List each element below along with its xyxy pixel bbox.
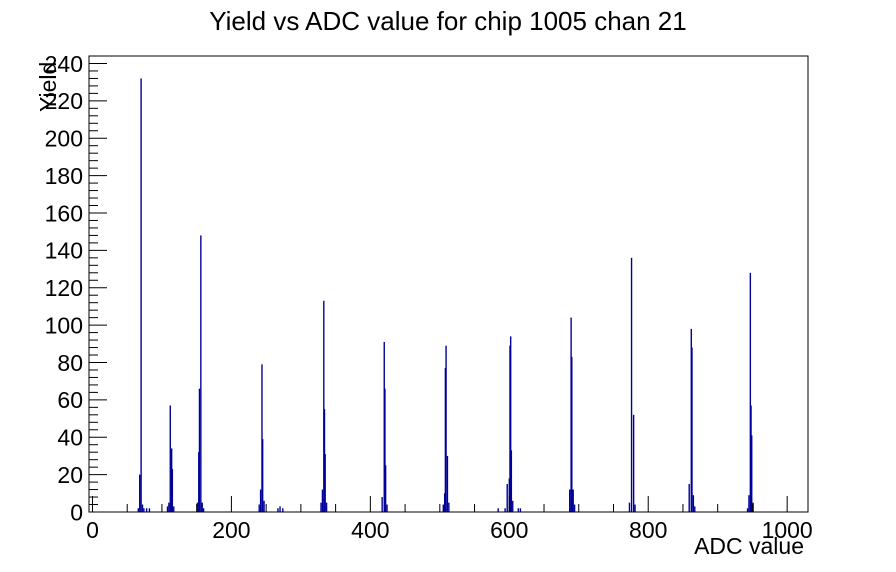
histogram-bar [748,495,750,512]
histogram-bar [169,405,171,512]
histogram-bar [381,497,383,512]
histogram-bar [512,500,514,512]
y-tick-label: 80 [57,350,83,376]
histogram-bar [691,347,693,512]
histogram-bar [263,500,265,512]
histogram-bar [143,508,145,512]
x-tick-label: 400 [351,517,389,543]
histogram-bar [571,356,573,512]
histogram-bar [145,508,148,512]
histogram-bar [258,504,260,512]
x-tick-label: 600 [490,517,528,543]
plot-frame [88,55,809,513]
histogram-bar [445,345,447,512]
histogram-bar [751,435,753,512]
histogram-bar [497,508,499,512]
histogram-bar [446,455,449,512]
histogram-bar [632,414,635,512]
y-tick-label: 160 [45,200,83,226]
histogram-bar [448,502,450,512]
histogram-bar [320,502,322,512]
histogram-bar [323,300,325,512]
y-tick-label: 120 [45,275,83,301]
histogram-bar [198,388,201,512]
histogram-bar [168,502,170,512]
histogram-bar [517,508,520,512]
histogram-bar [148,508,151,512]
y-tick-label: 100 [45,312,83,338]
histogram-bar [630,257,633,512]
histogram-bar [259,489,262,512]
histogram-bar [506,483,508,512]
histogram-bar [569,489,571,512]
y-tick-label: 20 [57,462,83,488]
histogram-bar [509,336,512,512]
histogram-bar [510,450,513,512]
histogram-bar [519,508,522,512]
histogram-bar [504,508,506,512]
histogram-bar [750,405,752,512]
y-tick-label: 180 [45,163,83,189]
histogram-bar [279,506,281,512]
histogram-bar [166,506,169,512]
histogram-bar [261,439,264,512]
x-tick-label: 0 [86,517,99,543]
x-axis: 0 200 400 600 800 1000 [86,496,813,543]
y-tick-label: 200 [45,126,83,152]
histogram-bar [139,474,141,512]
y-tick-label: 140 [45,238,83,264]
histogram-bar [137,508,140,512]
histogram-bar [201,502,203,512]
histogram-bar [170,448,173,512]
histogram-bar [196,502,199,512]
histogram-bar [384,388,386,512]
histogram-bar [749,272,752,512]
histogram-bar [384,465,387,512]
histogram-bar [140,78,142,513]
histogram-bar [325,502,328,512]
histogram-bar [573,504,576,512]
chart-title: Yield vs ADC value for chip 1005 chan 21 [209,6,687,36]
histogram-bar [634,504,636,512]
histogram-bar [628,502,631,512]
y-tick-label: 220 [45,88,83,114]
x-tick-label: 1000 [762,517,813,543]
histogram-bars [137,78,754,513]
histogram-bar [386,504,388,512]
y-tick-label: 40 [57,425,83,451]
histogram-bar [752,502,754,512]
histogram-bar [202,508,205,512]
y-tick-label: 60 [57,387,83,413]
histogram-bar [572,489,574,512]
histogram-bar [261,364,263,512]
histogram-bar [694,506,696,512]
histogram-bar [200,235,202,512]
histogram-bar [442,504,444,512]
histogram-bar [443,493,446,512]
histogram-bar [282,508,284,512]
histogram-bar [692,495,695,512]
histogram-bar [173,506,175,512]
y-tick-label: 240 [45,51,83,77]
histogram-bar [688,483,690,512]
histogram-bar [323,409,326,512]
histogram-bar [141,504,144,512]
histogram-bar [277,508,279,512]
x-axis-title: ADC value [694,533,804,559]
histogram-bar [324,454,326,512]
histogram-bar [508,478,510,512]
histogram-bar [171,469,174,512]
histogram-bar [746,508,749,512]
x-tick-label: 800 [629,517,667,543]
x-tick-label: 200 [212,517,250,543]
y-tick-label: 0 [70,499,83,525]
y-axis: 0 20 40 60 80 100 120 140 160 180 200 220 240 [45,51,107,525]
histogram-bar [321,489,324,512]
